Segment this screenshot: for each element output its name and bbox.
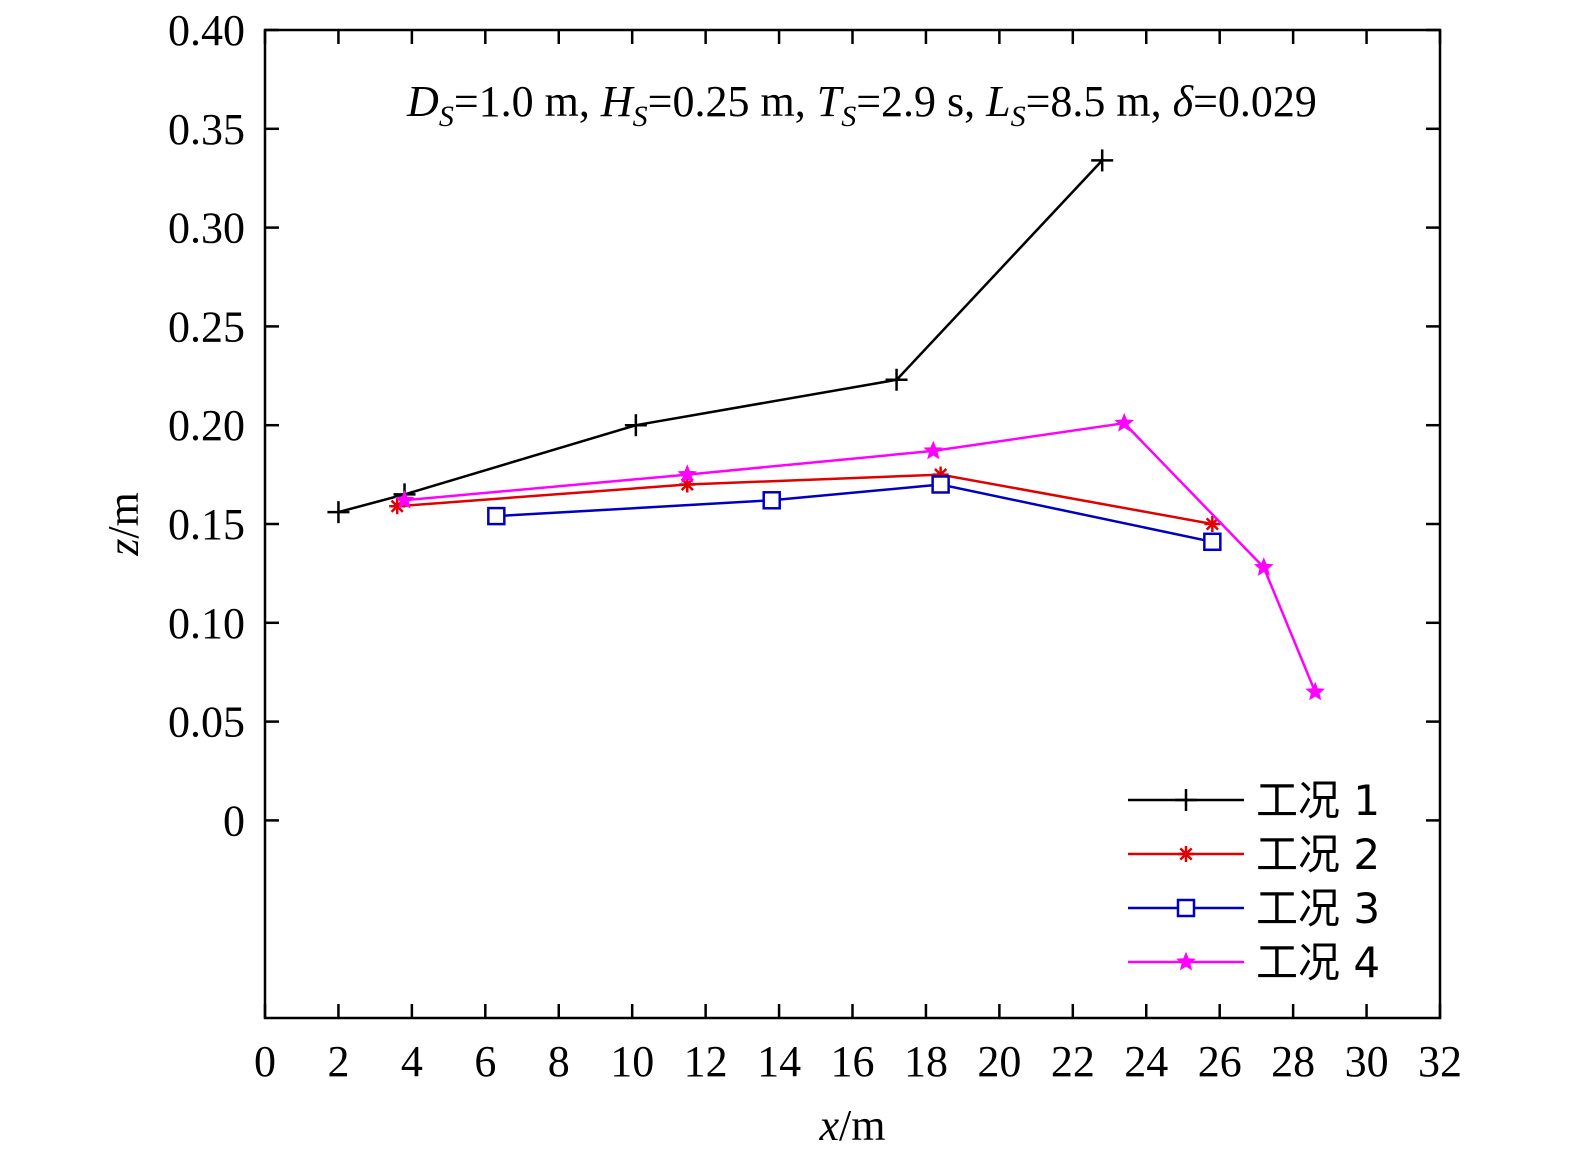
x-tick-label: 2	[327, 1037, 349, 1086]
y-tick-label: 0.15	[168, 500, 245, 549]
y-axis-label: z/m	[99, 492, 148, 557]
y-tick-label: 0.40	[168, 6, 245, 55]
legend-label-1: 工况 1	[1256, 776, 1380, 825]
series-2-point-4	[1204, 516, 1221, 532]
x-axis-label: x/m	[819, 1101, 886, 1150]
y-tick-label: 0.25	[168, 302, 245, 351]
series-2-point-1	[389, 498, 406, 515]
series-line-2	[397, 473, 1213, 526]
x-tick-label: 16	[831, 1037, 875, 1086]
y-tick-label: 0.35	[168, 105, 245, 154]
x-tick-label: 30	[1345, 1037, 1389, 1086]
legend-marker-1	[1175, 789, 1197, 811]
legend-label-3: 工况 3	[1256, 884, 1380, 933]
series-3-point-3	[931, 475, 950, 494]
y-tick-label: 0.10	[168, 599, 245, 648]
x-tick-label: 18	[904, 1037, 948, 1086]
x-tick-label: 4	[401, 1037, 423, 1086]
series-1-point-1	[327, 501, 350, 524]
series-line-4	[404, 421, 1317, 693]
x-tick-label: 8	[548, 1037, 570, 1086]
x-tick-label: 10	[610, 1037, 654, 1086]
series-line-3	[496, 483, 1213, 544]
x-tick-label: 28	[1271, 1037, 1315, 1086]
x-tick-label: 26	[1198, 1037, 1242, 1086]
x-tick-label: 32	[1418, 1037, 1462, 1086]
x-tick-label: 22	[1051, 1037, 1095, 1086]
series-4-point-5	[1253, 557, 1274, 576]
series-3-point-4	[1203, 532, 1222, 552]
x-tick-label: 12	[684, 1037, 728, 1086]
series-3-point-1	[487, 506, 506, 526]
series-4-point-1	[394, 489, 415, 509]
series-3-point-2	[762, 491, 781, 510]
parameter-annotation: DS=1.0 m, HS=0.25 m, TS=2.9 s, LS=8.5 m,…	[406, 77, 1317, 133]
series-line-1	[338, 159, 1104, 514]
series-1-point-5	[1091, 149, 1114, 172]
x-tick-label: 0	[254, 1037, 276, 1086]
y-tick-label: 0.20	[168, 401, 245, 450]
legend-marker-4	[1176, 951, 1196, 971]
y-tick-label: 0.05	[168, 698, 245, 747]
series-1-point-4	[885, 368, 908, 391]
y-tick-label: 0.30	[168, 204, 245, 253]
series-4-point-4	[1114, 412, 1135, 432]
series-4-point-2	[677, 464, 698, 483]
legend-label-4: 工况 4	[1256, 938, 1380, 987]
legend-marker-3	[1176, 898, 1196, 918]
x-tick-label: 6	[474, 1037, 496, 1086]
x-tick-label: 20	[977, 1037, 1021, 1086]
x-tick-label: 24	[1124, 1037, 1168, 1086]
legend-label-2: 工况 2	[1256, 830, 1380, 879]
series-1-point-3	[624, 414, 647, 437]
y-tick-label: 0	[223, 796, 245, 845]
series-4-point-3	[923, 440, 944, 460]
series-4-point-6	[1305, 681, 1325, 701]
x-tick-label: 14	[757, 1037, 801, 1086]
legend-marker-2	[1178, 846, 1194, 862]
